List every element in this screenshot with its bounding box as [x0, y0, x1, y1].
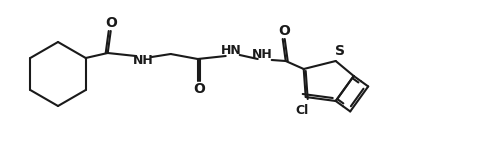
Text: O: O	[105, 16, 117, 30]
Text: O: O	[193, 82, 205, 96]
Text: NH: NH	[133, 54, 154, 66]
Text: NH: NH	[252, 47, 273, 61]
Text: O: O	[278, 24, 290, 38]
Text: Cl: Cl	[295, 103, 308, 117]
Text: HN: HN	[221, 44, 242, 58]
Text: S: S	[335, 44, 345, 58]
